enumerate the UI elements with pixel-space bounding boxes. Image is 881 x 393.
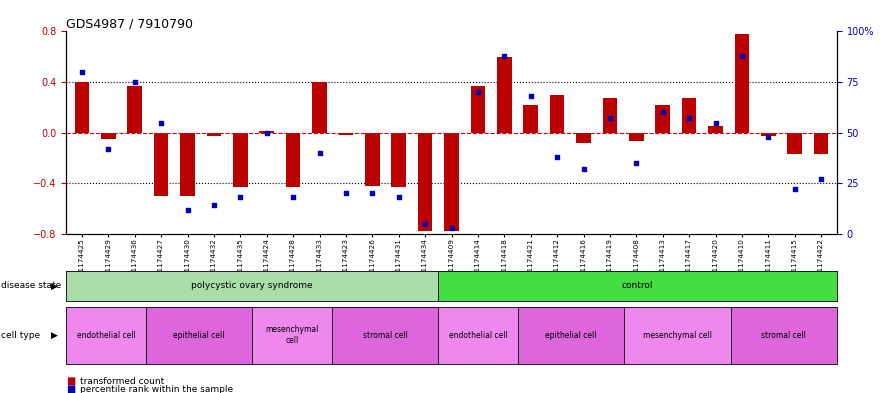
Bar — [312, 82, 327, 132]
Bar — [181, 132, 195, 196]
Bar — [497, 57, 512, 132]
Point — [313, 150, 327, 156]
Bar — [708, 126, 722, 132]
Point — [550, 154, 564, 160]
Point — [260, 129, 274, 136]
Text: disease state: disease state — [1, 281, 61, 290]
Point — [761, 134, 775, 140]
Point — [788, 186, 802, 193]
Bar — [391, 132, 406, 187]
Point — [154, 119, 168, 126]
Text: transformed count: transformed count — [80, 377, 165, 386]
Point — [523, 93, 537, 99]
Bar — [233, 132, 248, 187]
Point — [101, 146, 115, 152]
Point — [75, 69, 89, 75]
Bar — [101, 132, 115, 139]
Bar — [259, 131, 274, 132]
Text: endothelial cell: endothelial cell — [77, 331, 136, 340]
Point — [655, 109, 670, 116]
Text: ▶: ▶ — [51, 331, 58, 340]
Text: polycystic ovary syndrome: polycystic ovary syndrome — [191, 281, 313, 290]
Point — [207, 202, 221, 209]
Point — [682, 115, 696, 121]
Bar — [523, 105, 538, 132]
Bar — [75, 82, 89, 132]
Bar — [285, 132, 300, 187]
Text: epithelial cell: epithelial cell — [174, 331, 225, 340]
Text: ■: ■ — [66, 376, 75, 386]
Text: cell type: cell type — [1, 331, 40, 340]
Point — [629, 160, 643, 166]
Bar — [761, 132, 775, 136]
Text: stromal cell: stromal cell — [363, 331, 408, 340]
Text: ■: ■ — [66, 384, 75, 393]
Point — [286, 194, 300, 200]
Point — [444, 225, 458, 231]
Point — [366, 190, 380, 196]
Text: mesenchymal
cell: mesenchymal cell — [265, 325, 319, 345]
Point — [392, 194, 406, 200]
Text: stromal cell: stromal cell — [761, 331, 806, 340]
Bar — [735, 34, 749, 132]
Point — [128, 79, 142, 85]
Bar — [629, 132, 644, 141]
Bar — [418, 132, 433, 231]
Bar — [814, 132, 828, 154]
Point — [181, 206, 195, 213]
Text: GDS4987 / 7910790: GDS4987 / 7910790 — [66, 17, 193, 30]
Text: ▶: ▶ — [51, 281, 58, 290]
Bar — [444, 132, 459, 231]
Text: control: control — [622, 281, 654, 290]
Point — [418, 220, 433, 227]
Bar — [365, 132, 380, 186]
Bar — [788, 132, 802, 154]
Point — [603, 115, 617, 121]
Bar — [576, 132, 591, 143]
Bar — [338, 132, 353, 135]
Point — [497, 53, 511, 59]
Bar — [207, 132, 221, 136]
Point — [339, 190, 353, 196]
Point — [233, 194, 248, 200]
Point — [814, 176, 828, 182]
Point — [708, 119, 722, 126]
Point — [576, 166, 590, 172]
Bar — [682, 99, 696, 132]
Bar — [154, 132, 168, 196]
Bar — [550, 95, 565, 132]
Bar — [128, 86, 142, 132]
Point — [470, 89, 485, 95]
Text: epithelial cell: epithelial cell — [545, 331, 597, 340]
Bar — [655, 105, 670, 132]
Bar — [470, 86, 485, 132]
Point — [735, 53, 749, 59]
Text: percentile rank within the sample: percentile rank within the sample — [80, 385, 233, 393]
Text: endothelial cell: endothelial cell — [448, 331, 507, 340]
Bar — [603, 99, 618, 132]
Text: mesenchymal cell: mesenchymal cell — [643, 331, 712, 340]
